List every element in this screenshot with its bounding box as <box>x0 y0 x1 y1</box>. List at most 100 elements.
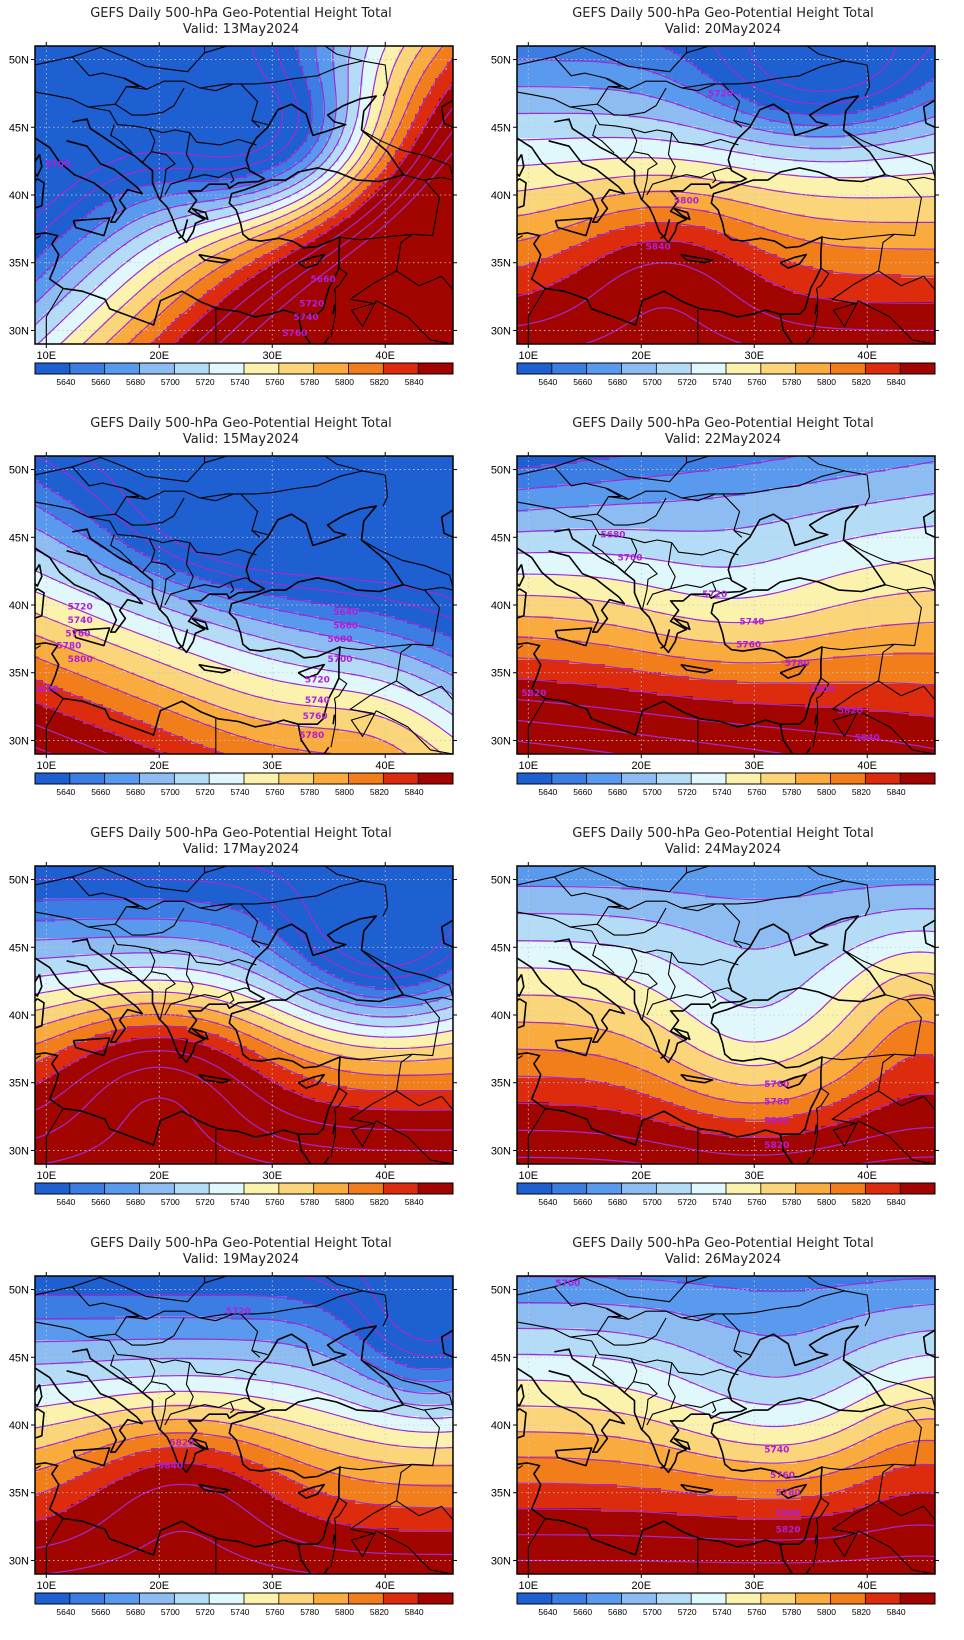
legend-label: 5640 <box>56 787 75 797</box>
lat-tick-label: 45N <box>491 532 511 544</box>
legend-label: 5720 <box>196 787 215 797</box>
lat-tick-label: 35N <box>9 1078 29 1090</box>
legend-swatch <box>865 363 900 374</box>
contour-label: 5700 <box>327 655 352 665</box>
height-field-fill <box>517 456 938 757</box>
legend-swatch <box>383 1593 418 1604</box>
legend-swatch <box>209 1183 244 1194</box>
lat-tick-label: 35N <box>491 1488 511 1500</box>
legend-label: 5820 <box>370 787 389 797</box>
legend-label: 5700 <box>161 787 180 797</box>
map-panel: GEFS Daily 500-hPa Geo-Potential Height … <box>0 820 482 1230</box>
legend-swatch <box>796 363 831 374</box>
legend-swatch <box>726 1593 761 1604</box>
lon-tick-label: 10E <box>519 760 539 772</box>
legend-label: 5840 <box>887 1197 906 1207</box>
contour-label: 5800 <box>809 685 834 695</box>
legend-label: 5760 <box>265 1197 284 1207</box>
legend-swatch <box>726 363 761 374</box>
lat-tick-label: 50N <box>491 55 511 67</box>
lon-tick-label: 20E <box>631 1580 651 1592</box>
contour-label: 5780 <box>776 1489 801 1499</box>
legend-label: 5740 <box>231 377 250 387</box>
legend-swatch <box>35 363 70 374</box>
lat-tick-label: 50N <box>9 55 29 67</box>
legend-swatch <box>314 1593 349 1604</box>
legend-swatch <box>517 1593 552 1604</box>
legend-swatch <box>726 773 761 784</box>
contour-label: 5660 <box>333 621 358 631</box>
contour-label: 5720 <box>305 676 330 686</box>
legend-label: 5700 <box>643 377 662 387</box>
legend-label: 5760 <box>747 377 766 387</box>
legend-swatch <box>35 773 70 784</box>
contour-label: 5760 <box>303 712 328 722</box>
contour-label: 5740 <box>294 313 319 323</box>
legend-swatch <box>314 773 349 784</box>
contour-label: 5820 <box>169 1439 194 1449</box>
lon-tick-label: 30E <box>744 1580 764 1592</box>
lon-tick-label: 20E <box>149 1170 169 1182</box>
legend-label: 5820 <box>852 1607 871 1617</box>
lat-tick-label: 45N <box>491 122 511 134</box>
legend-label: 5700 <box>643 787 662 797</box>
legend-swatch <box>174 1183 209 1194</box>
lat-tick-label: 30N <box>491 735 511 747</box>
contour-label: 5720 <box>226 1307 251 1317</box>
legend-swatch <box>865 1593 900 1604</box>
legend-swatch <box>622 773 657 784</box>
lon-tick-label: 20E <box>631 350 651 362</box>
legend-swatch <box>552 1183 587 1194</box>
legend-label: 5660 <box>91 1607 110 1617</box>
lat-tick-label: 35N <box>491 258 511 270</box>
legend-label: 5740 <box>713 1607 732 1617</box>
lon-tick-label: 30E <box>744 350 764 362</box>
legend-swatch <box>140 363 175 374</box>
lon-tick-label: 10E <box>37 1170 57 1182</box>
legend-label: 5760 <box>747 1197 766 1207</box>
legend-swatch <box>796 1593 831 1604</box>
contour-label: 5760 <box>770 1471 795 1481</box>
legend-label: 5820 <box>852 787 871 797</box>
contour-label: 5780 <box>56 642 81 652</box>
legend-label: 5800 <box>335 787 354 797</box>
contour-label: 5800 <box>764 1117 789 1127</box>
legend-swatch <box>105 1183 140 1194</box>
legend-swatch <box>349 1183 384 1194</box>
lon-tick-label: 30E <box>744 760 764 772</box>
lon-tick-label: 40E <box>857 350 877 362</box>
lat-tick-label: 40N <box>9 600 29 612</box>
lon-tick-label: 30E <box>262 760 282 772</box>
legend-swatch <box>726 1183 761 1194</box>
legend-label: 5680 <box>608 377 627 387</box>
legend-swatch <box>587 773 622 784</box>
contour-label: 5820 <box>764 1141 789 1151</box>
color-legend: 5640 5660 5680 5700 5720 5740 5760 5780 5800 5820… <box>517 1593 935 1617</box>
legend-label: 5660 <box>573 1197 592 1207</box>
legend-swatch <box>140 1593 175 1604</box>
legend-swatch <box>35 1183 70 1194</box>
legend-swatch <box>174 363 209 374</box>
legend-label: 5660 <box>573 377 592 387</box>
contour-label: 5820 <box>838 707 863 717</box>
legend-swatch <box>761 363 796 374</box>
legend-label: 5660 <box>573 1607 592 1617</box>
legend-swatch <box>279 1183 314 1194</box>
map-canvas: 5720574057605780580058205640566056805700… <box>0 410 482 820</box>
legend-swatch <box>314 363 349 374</box>
legend-label: 5760 <box>747 787 766 797</box>
legend-label: 5760 <box>265 1607 284 1617</box>
legend-swatch <box>656 363 691 374</box>
legend-swatch <box>656 773 691 784</box>
legend-swatch <box>900 773 935 784</box>
lon-tick-label: 10E <box>519 1170 539 1182</box>
lon-tick-label: 20E <box>631 760 651 772</box>
color-legend: 5640 5660 5680 5700 5720 5740 5760 5780 5800 5820… <box>35 773 453 797</box>
lat-tick-label: 30N <box>9 325 29 337</box>
legend-label: 5720 <box>196 377 215 387</box>
color-legend: 5640 5660 5680 5700 5720 5740 5760 5780 5800 5820… <box>517 1183 935 1207</box>
legend-label: 5800 <box>817 787 836 797</box>
legend-label: 5640 <box>538 377 557 387</box>
